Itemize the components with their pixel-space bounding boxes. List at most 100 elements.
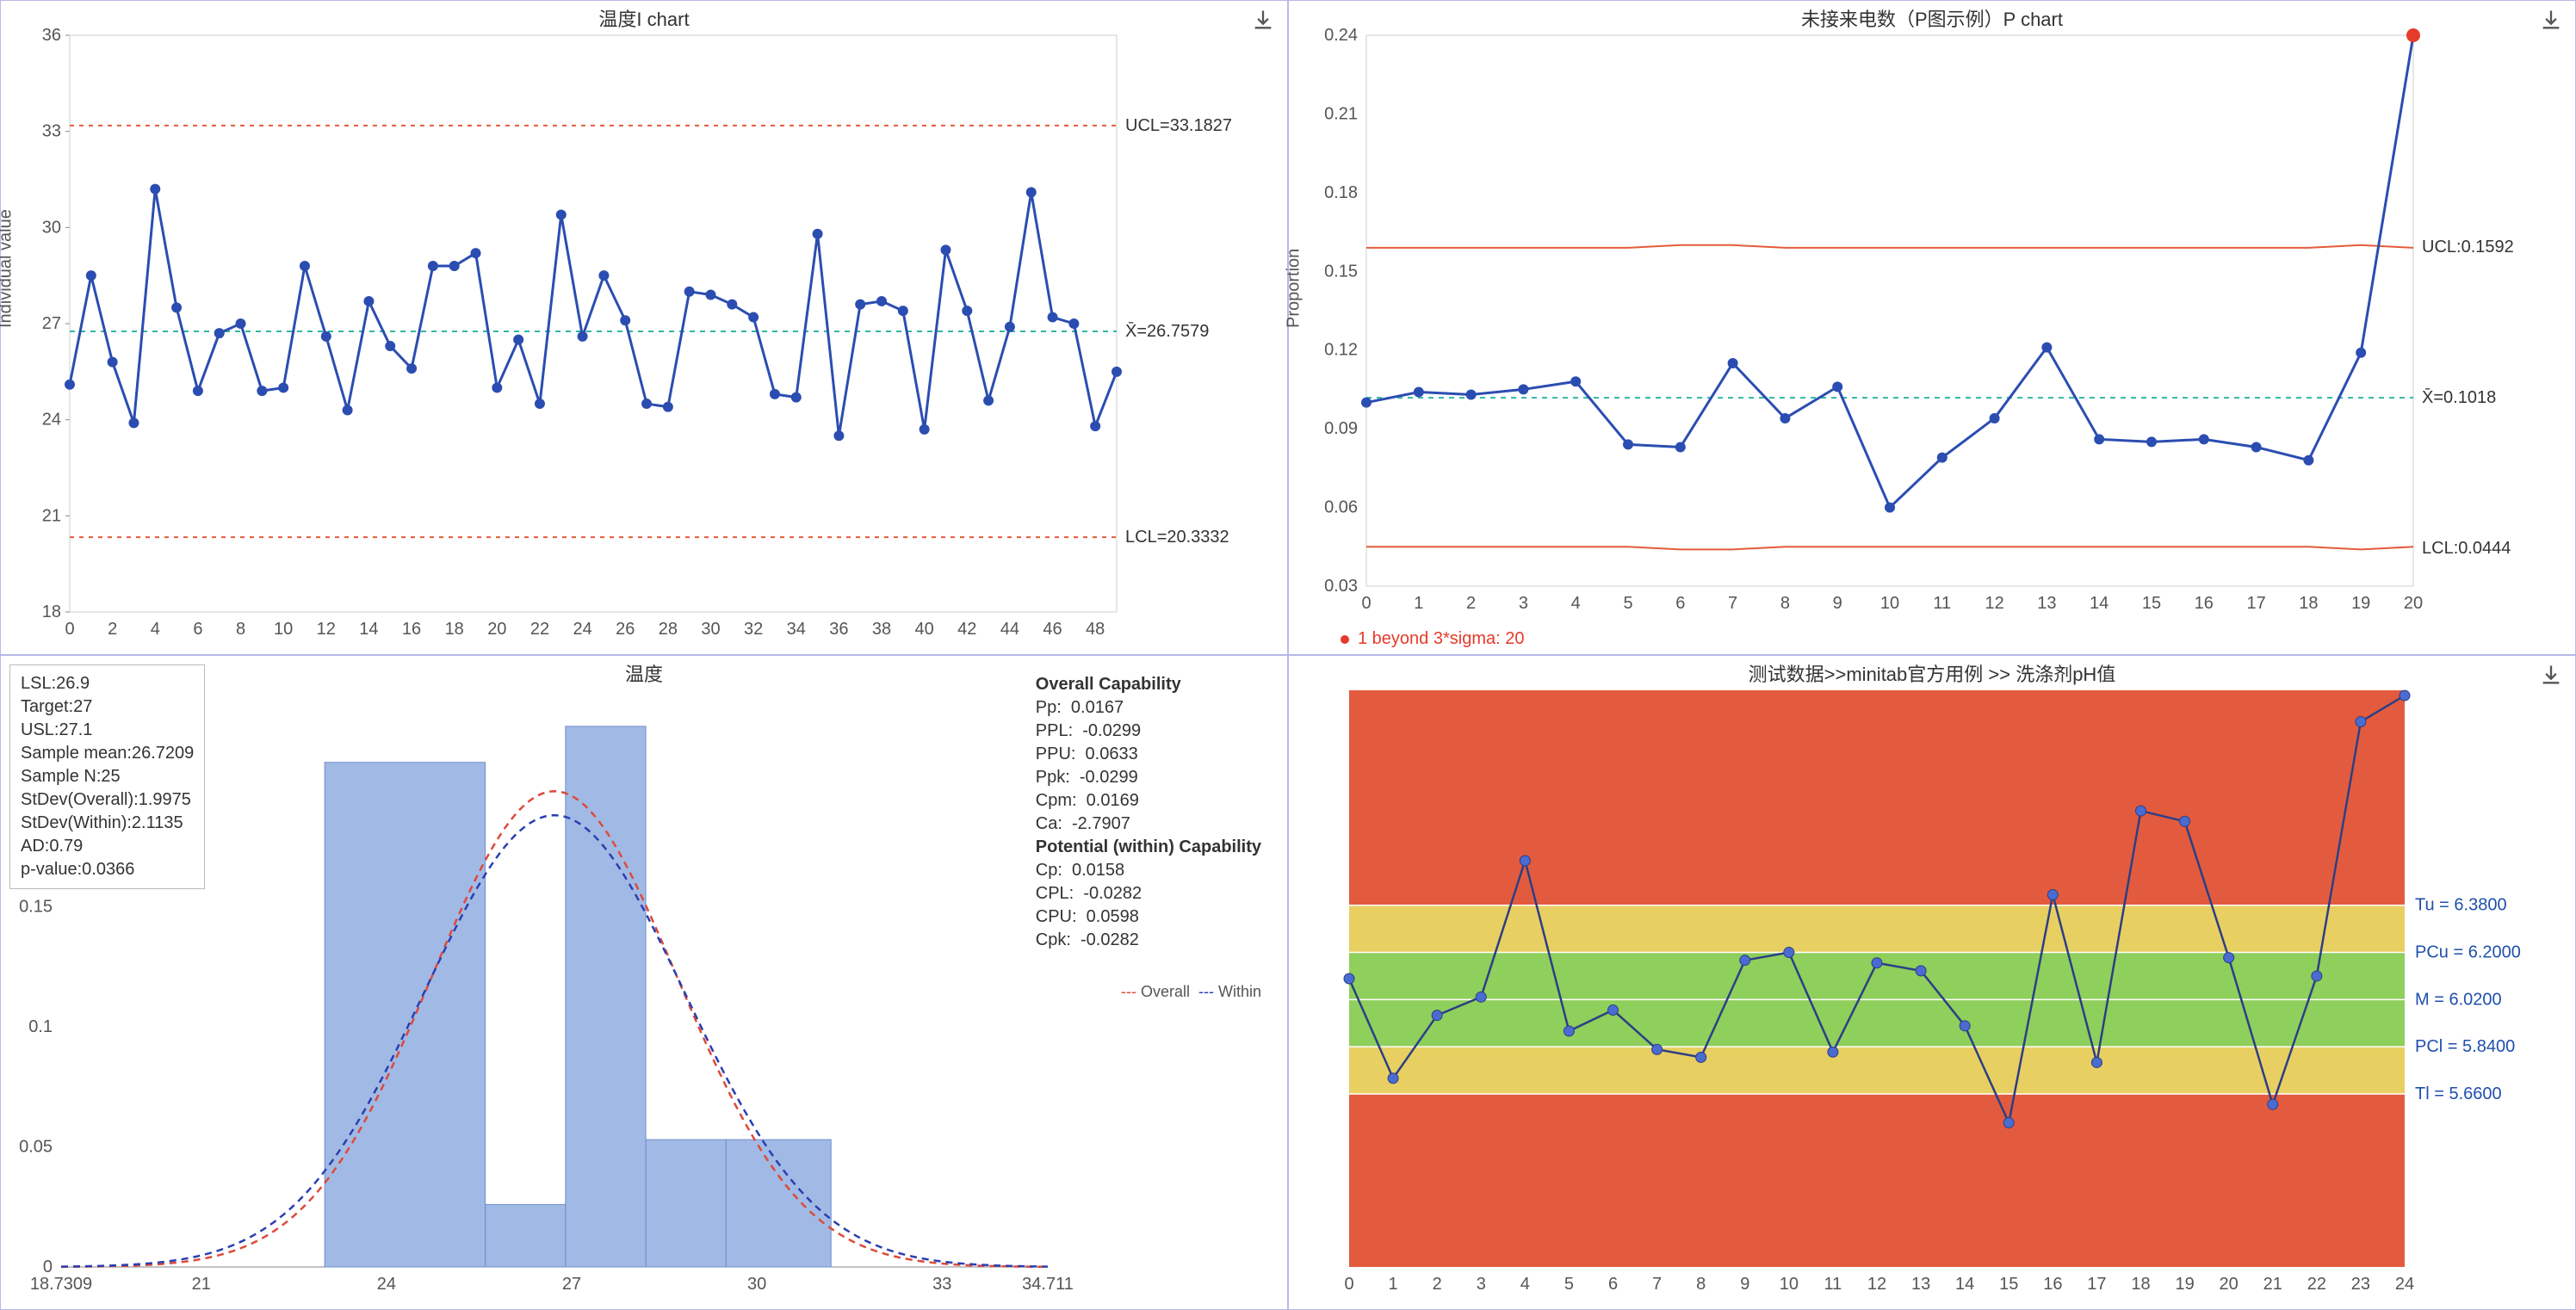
svg-text:10: 10: [1780, 1275, 1799, 1294]
svg-text:24: 24: [377, 1275, 396, 1294]
svg-text:LCL=20.3332: LCL=20.3332: [1125, 528, 1229, 547]
svg-text:X̄=26.7579: X̄=26.7579: [1125, 321, 1209, 341]
svg-text:24: 24: [573, 620, 591, 639]
svg-text:10: 10: [274, 620, 293, 639]
svg-text:6: 6: [193, 620, 202, 639]
svg-text:21: 21: [192, 1275, 211, 1294]
svg-text:8: 8: [236, 620, 245, 639]
svg-text:16: 16: [2195, 594, 2214, 613]
svg-text:PCu = 6.2000: PCu = 6.2000: [2415, 943, 2521, 962]
svg-text:18: 18: [445, 620, 464, 639]
svg-text:11: 11: [1933, 594, 1951, 613]
svg-text:40: 40: [915, 620, 934, 639]
svg-text:26: 26: [616, 620, 635, 639]
svg-text:22: 22: [2307, 1275, 2326, 1294]
outlier-bullet-icon: [1341, 635, 1349, 644]
svg-text:17: 17: [2087, 1275, 2106, 1294]
svg-text:14: 14: [2090, 594, 2108, 613]
pchart-panel: 未接来电数（P图示例）P chart Proportion 0.030.060.…: [1288, 0, 2576, 655]
svg-text:5: 5: [1564, 1275, 1574, 1294]
zonechart-panel: 测试数据>>minitab官方用例 >> 洗涤剂pH值 Tu = 6.3800P…: [1288, 655, 2576, 1310]
svg-text:2: 2: [1433, 1275, 1442, 1294]
zonechart-svg: Tu = 6.3800PCu = 6.2000M = 6.0200PCl = 5…: [1289, 656, 2576, 1310]
svg-text:17: 17: [2246, 594, 2265, 613]
svg-text:15: 15: [2142, 594, 2161, 613]
svg-text:Tl = 5.6600: Tl = 5.6600: [2415, 1084, 2502, 1103]
svg-text:18: 18: [42, 602, 61, 621]
svg-text:10: 10: [1880, 594, 1899, 613]
svg-text:4: 4: [151, 620, 160, 639]
svg-text:0: 0: [43, 1257, 53, 1276]
svg-text:5: 5: [1623, 594, 1632, 613]
svg-text:36: 36: [829, 620, 848, 639]
pchart-footnote-text: 1 beyond 3*sigma: 20: [1358, 629, 1524, 649]
svg-text:27: 27: [42, 314, 61, 333]
svg-text:0.1: 0.1: [28, 1017, 53, 1036]
svg-text:24: 24: [2395, 1275, 2414, 1294]
svg-text:0.15: 0.15: [19, 897, 53, 916]
svg-text:23: 23: [2351, 1275, 2370, 1294]
svg-text:2: 2: [1466, 594, 1476, 613]
svg-text:12: 12: [317, 620, 336, 639]
dashboard-grid: 温度I chart Individual value 1821242730333…: [0, 0, 2576, 1310]
svg-text:32: 32: [744, 620, 763, 639]
svg-text:0: 0: [1344, 1275, 1353, 1294]
svg-text:21: 21: [42, 506, 61, 525]
svg-text:27: 27: [562, 1275, 581, 1294]
svg-text:0.15: 0.15: [1324, 262, 1358, 281]
svg-text:30: 30: [747, 1275, 766, 1294]
svg-text:Tu = 6.3800: Tu = 6.3800: [2415, 896, 2507, 915]
svg-text:4: 4: [1520, 1275, 1530, 1294]
svg-text:6: 6: [1675, 594, 1685, 613]
svg-text:20: 20: [2404, 594, 2423, 613]
svg-text:44: 44: [1000, 620, 1019, 639]
svg-text:0.09: 0.09: [1324, 419, 1358, 438]
svg-text:24: 24: [42, 411, 61, 429]
svg-text:3: 3: [1519, 594, 1528, 613]
ichart-panel: 温度I chart Individual value 1821242730333…: [0, 0, 1288, 655]
svg-text:28: 28: [659, 620, 678, 639]
svg-text:36: 36: [42, 26, 61, 45]
stats-box: LSL:26.9Target:27USL:27.1Sample mean:26.…: [9, 664, 205, 889]
svg-text:LCL:0.0444: LCL:0.0444: [2422, 539, 2511, 558]
svg-text:0: 0: [65, 620, 74, 639]
svg-text:M = 6.0200: M = 6.0200: [2415, 990, 2502, 1009]
svg-text:18: 18: [2131, 1275, 2150, 1294]
svg-text:30: 30: [42, 218, 61, 237]
svg-text:34.711: 34.711: [1022, 1275, 1074, 1294]
svg-text:16: 16: [2043, 1275, 2062, 1294]
capability-box: Overall CapabilityPp: 0.0167PPL: -0.0299…: [1036, 673, 1261, 952]
svg-text:20: 20: [2220, 1275, 2239, 1294]
svg-text:0.12: 0.12: [1324, 341, 1358, 360]
svg-text:0.06: 0.06: [1324, 498, 1358, 517]
svg-text:12: 12: [1867, 1275, 1886, 1294]
svg-text:12: 12: [1985, 594, 2003, 613]
svg-text:11: 11: [1824, 1275, 1842, 1294]
svg-text:13: 13: [1911, 1275, 1930, 1294]
svg-text:16: 16: [402, 620, 421, 639]
svg-text:0.18: 0.18: [1324, 183, 1358, 202]
svg-text:14: 14: [1955, 1275, 1974, 1294]
svg-text:19: 19: [2175, 1275, 2194, 1294]
svg-text:7: 7: [1728, 594, 1737, 613]
svg-text:1: 1: [1389, 1275, 1398, 1294]
svg-text:7: 7: [1652, 1275, 1662, 1294]
svg-text:8: 8: [1696, 1275, 1706, 1294]
svg-text:0.05: 0.05: [19, 1137, 53, 1156]
svg-text:1: 1: [1414, 594, 1423, 613]
histogram-legend: --- Overall --- Within: [1121, 983, 1261, 1001]
svg-text:9: 9: [1740, 1275, 1749, 1294]
svg-text:38: 38: [872, 620, 891, 639]
svg-text:0.03: 0.03: [1324, 577, 1358, 596]
svg-text:18: 18: [2299, 594, 2318, 613]
svg-text:18.7309: 18.7309: [30, 1275, 92, 1294]
svg-text:30: 30: [701, 620, 720, 639]
svg-text:34: 34: [787, 620, 806, 639]
svg-text:15: 15: [1999, 1275, 2018, 1294]
svg-text:UCL:0.1592: UCL:0.1592: [2422, 238, 2514, 256]
svg-text:46: 46: [1043, 620, 1062, 639]
histogram-panel: 温度 00.050.10.150.218.7309212427303334.71…: [0, 655, 1288, 1310]
svg-text:13: 13: [2037, 594, 2056, 613]
pchart-svg: 0.030.060.090.120.150.180.210.2401234567…: [1289, 1, 2576, 655]
svg-text:42: 42: [957, 620, 976, 639]
